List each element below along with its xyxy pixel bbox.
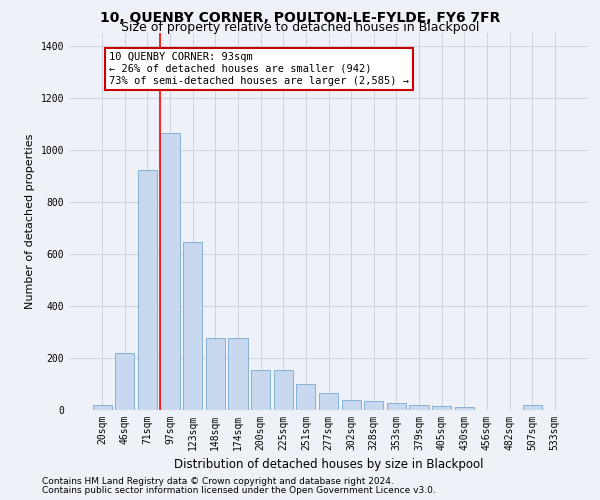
Bar (206, 338, 225, 410)
Text: 10, QUENBY CORNER, POULTON-LE-FYLDE, FY6 7FR: 10, QUENBY CORNER, POULTON-LE-FYLDE, FY6… (100, 12, 500, 26)
Text: 10 QUENBY CORNER: 93sqm
← 26% of detached houses are smaller (942)
73% of semi-d: 10 QUENBY CORNER: 93sqm ← 26% of detache… (109, 52, 409, 86)
Bar (409, 405, 428, 410)
Bar (274, 370, 293, 410)
Bar (160, 132, 180, 410)
Bar (296, 384, 316, 410)
Bar (319, 393, 338, 410)
Bar (455, 406, 474, 410)
Text: Contains public sector information licensed under the Open Government Licence v3: Contains public sector information licen… (42, 486, 436, 495)
X-axis label: Distribution of detached houses by size in Blackpool: Distribution of detached houses by size … (174, 458, 483, 471)
Text: Contains HM Land Registry data © Crown copyright and database right 2024.: Contains HM Land Registry data © Crown c… (42, 477, 394, 486)
Y-axis label: Number of detached properties: Number of detached properties (25, 134, 35, 309)
Bar (251, 370, 270, 410)
Bar (92, 405, 112, 410)
Bar (138, 170, 157, 410)
Bar (115, 352, 134, 410)
Text: Size of property relative to detached houses in Blackpool: Size of property relative to detached ho… (121, 22, 479, 35)
Bar (387, 404, 406, 410)
Bar (364, 401, 383, 410)
Bar (341, 400, 361, 410)
Bar (183, 242, 202, 410)
Bar (523, 405, 542, 410)
Bar (229, 338, 248, 410)
Bar (432, 406, 451, 410)
